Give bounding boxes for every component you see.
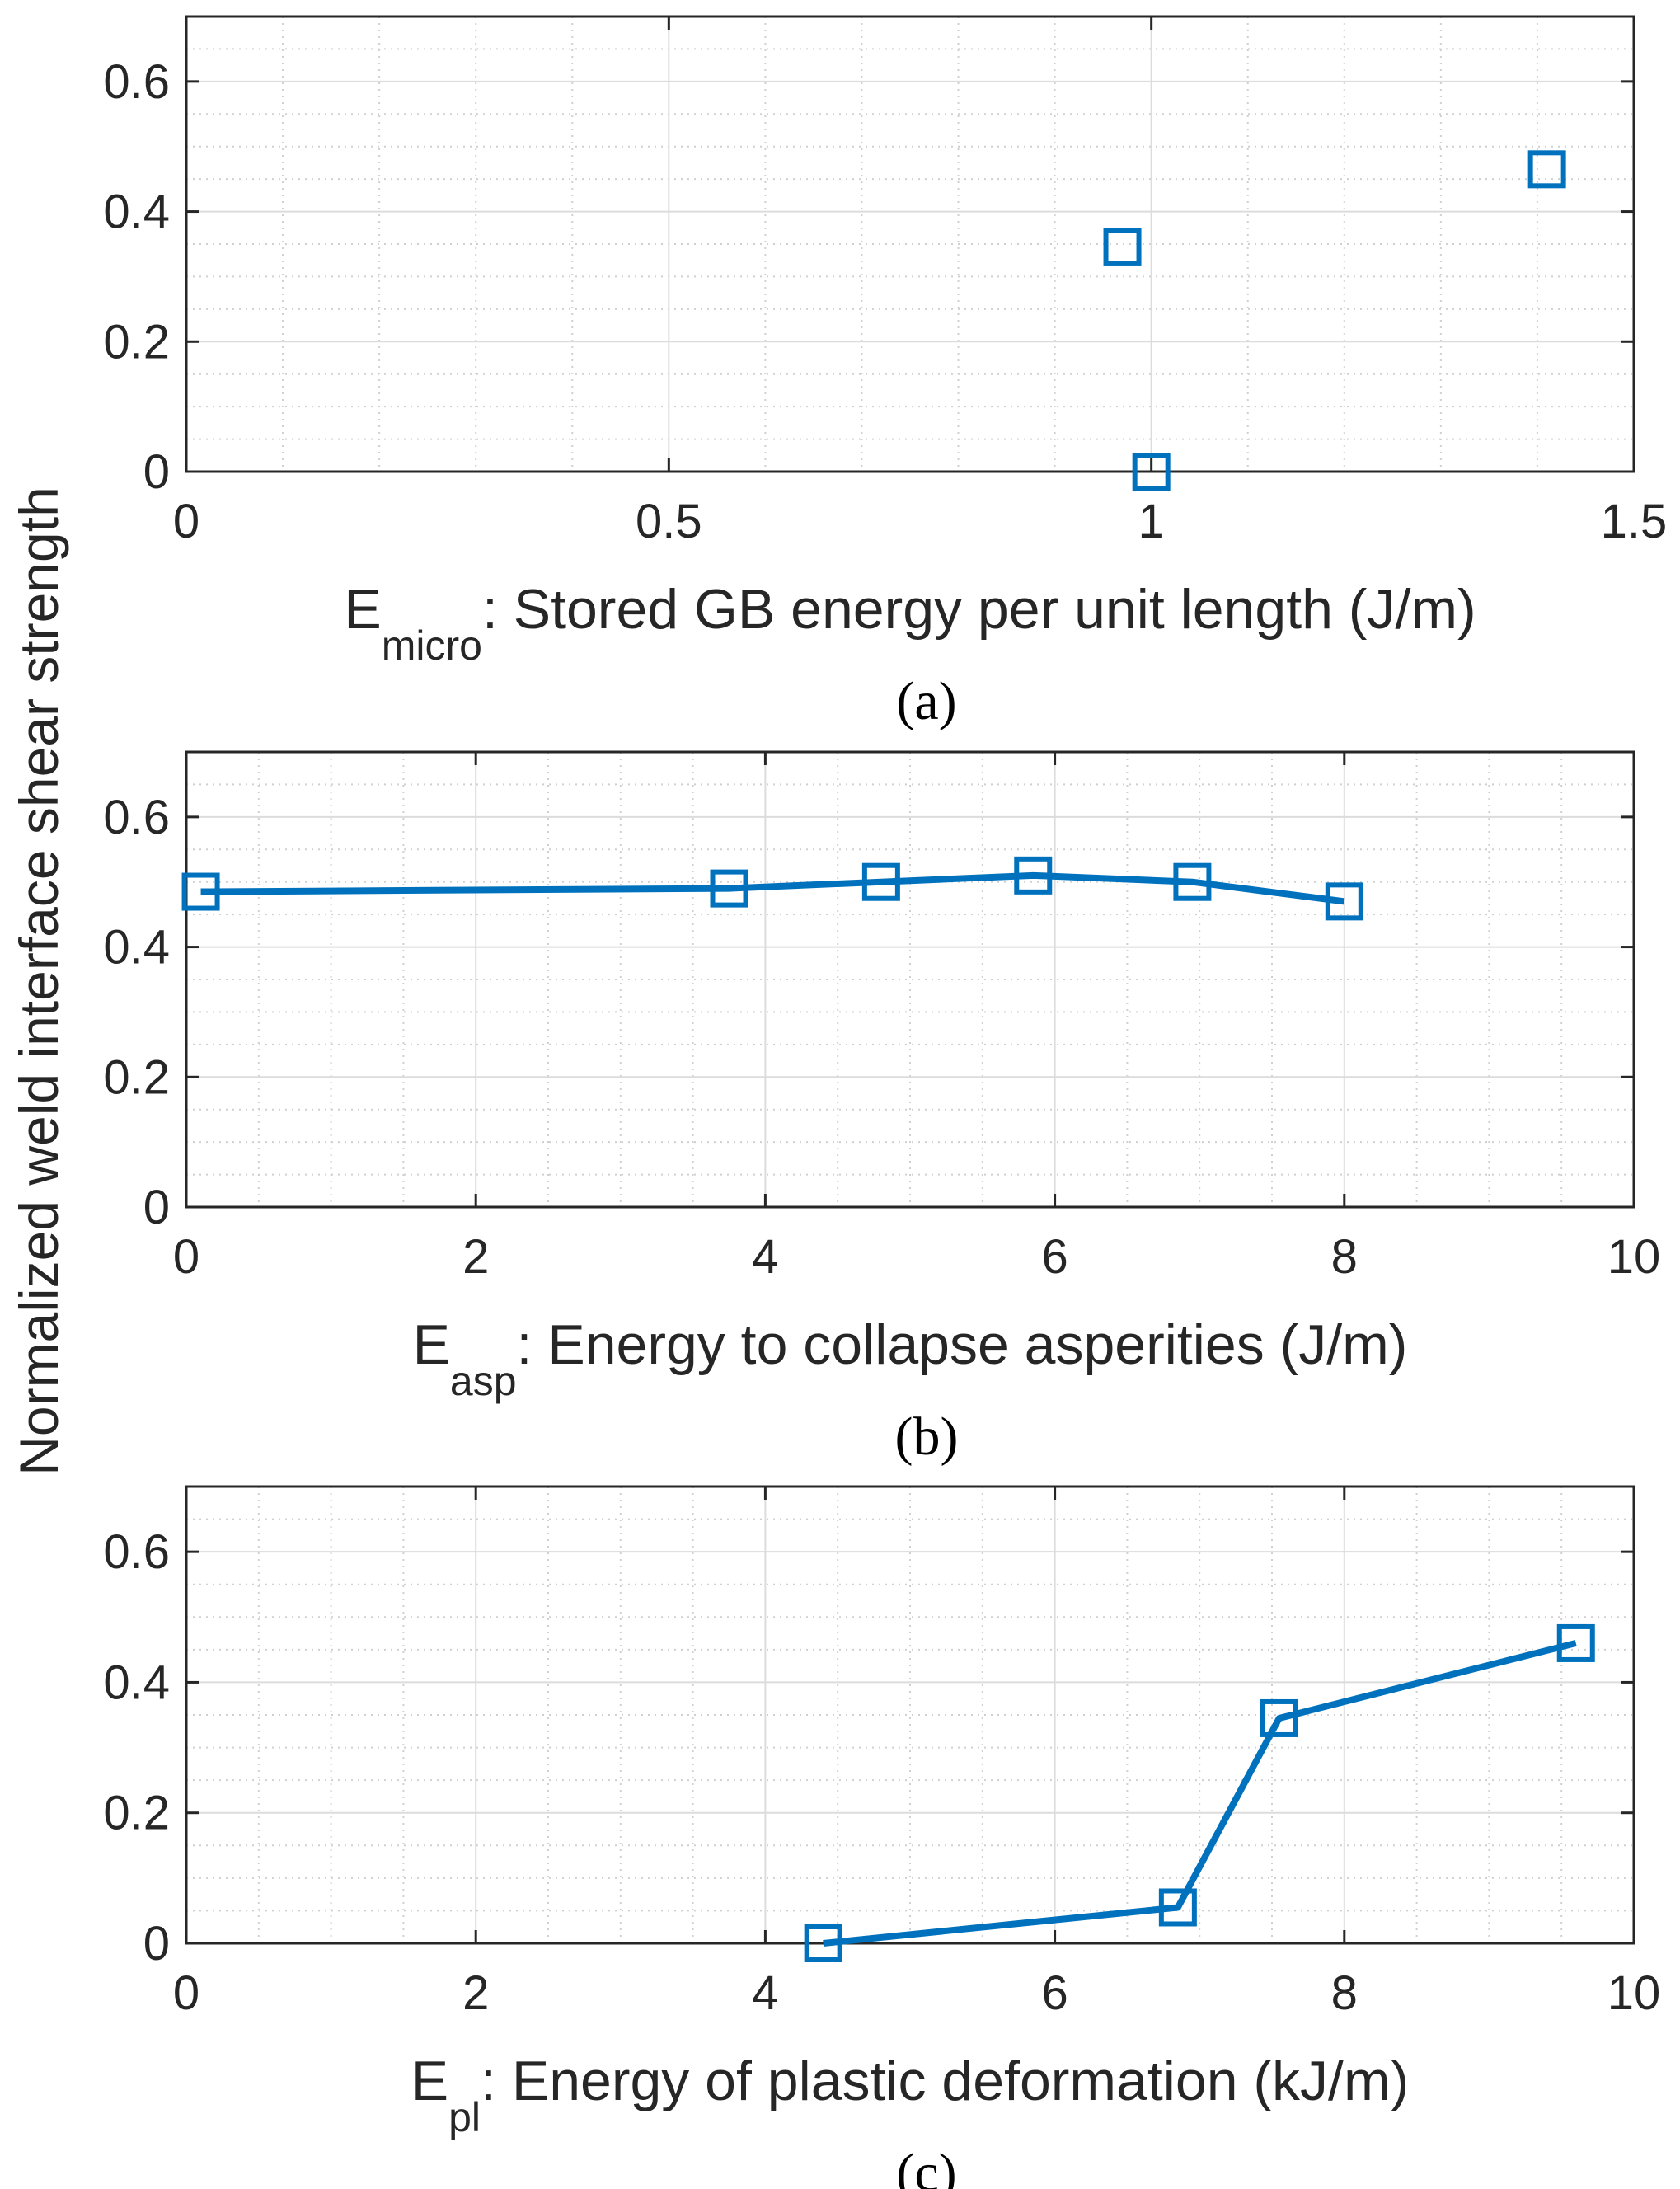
y-tick-label: 0.6 xyxy=(103,1525,170,1579)
x-tick-label: 6 xyxy=(1041,1966,1068,2020)
data-point-marker xyxy=(804,1924,842,1962)
axes-box xyxy=(185,750,1635,1209)
data-point-marker xyxy=(1158,1888,1197,1927)
y-tick-label: 0.6 xyxy=(103,55,170,109)
x-axis-label-subscript: asp xyxy=(450,1358,517,1404)
x-axis-label-symbol: E xyxy=(411,2050,448,2112)
chart-panel-a: 0 0.5 1 1.5 0 0.2 0.4 0.6 Emicro: Stored GB ener… xyxy=(103,15,1668,731)
data-point-marker xyxy=(1556,1623,1595,1662)
x-tick-label: 8 xyxy=(1331,1230,1358,1284)
data-point-marker xyxy=(1014,856,1053,895)
data-point-marker xyxy=(1260,1698,1298,1737)
y-tick-label: 0.6 xyxy=(103,791,170,844)
panel-caption: (a) xyxy=(896,671,956,731)
y-tick-label: 0 xyxy=(143,1917,170,1971)
x-tick-label: 8 xyxy=(1331,1966,1358,2020)
y-tick-label: 0.2 xyxy=(103,1050,170,1104)
data-point-marker xyxy=(861,862,900,901)
data-point-marker xyxy=(181,872,220,911)
x-tick-label: 10 xyxy=(1607,1966,1661,2020)
x-tick-label: 4 xyxy=(752,1230,778,1284)
series-line xyxy=(823,1640,1577,1947)
plot-area xyxy=(186,16,1634,472)
x-tick-label: 0 xyxy=(173,1966,199,2020)
panel-caption: (c) xyxy=(896,2143,956,2189)
plot-area xyxy=(186,1487,1634,1943)
x-axis-label-text: : Energy to collapse asperities (J/m) xyxy=(517,1313,1408,1376)
chart-panel-b: 0 2 4 6 8 10 0 0.2 0.4 0.6 Easp: Energy to collaps… xyxy=(103,750,1661,1467)
x-axis-label-subscript: pl xyxy=(448,2094,481,2140)
x-tick-label: 0.5 xyxy=(636,495,702,548)
x-tick-label: 2 xyxy=(462,1230,489,1284)
data-point-marker xyxy=(1132,453,1171,491)
data-point-marker xyxy=(1325,882,1363,921)
data-point-marker xyxy=(1103,228,1142,266)
panel-caption: (b) xyxy=(895,1407,959,1467)
x-axis-label-text: : Energy of plastic deformation (kJ/m) xyxy=(481,2050,1409,2112)
axes-box xyxy=(185,1485,1635,1945)
shared-y-axis-label: Normalized weld interface shear strength xyxy=(8,486,69,1476)
y-tick-label: 0 xyxy=(143,445,170,499)
plot-area xyxy=(186,752,1634,1207)
y-tick-label: 0 xyxy=(143,1181,170,1234)
x-axis-label-subscript: micro xyxy=(382,622,482,669)
x-tick-label: 0 xyxy=(173,1230,199,1284)
x-axis-label: Easp: Energy to collapse asperities (J/m… xyxy=(413,1313,1408,1404)
y-tick-label: 0.2 xyxy=(103,315,170,369)
x-axis-label: Emicro: Stored GB energy per unit length… xyxy=(344,578,1476,669)
x-tick-label: 4 xyxy=(752,1966,778,2020)
data-point-marker xyxy=(1527,150,1566,189)
axes-box xyxy=(185,15,1635,473)
x-axis-label-symbol: E xyxy=(413,1313,450,1376)
y-tick-label: 0.4 xyxy=(103,186,170,239)
x-tick-label: 1 xyxy=(1138,495,1165,548)
data-point-marker xyxy=(710,869,748,908)
x-tick-label: 6 xyxy=(1041,1230,1068,1284)
y-tick-label: 0.4 xyxy=(103,1656,170,1709)
x-axis-label: Epl: Energy of plastic deformation (kJ/m… xyxy=(411,2050,1409,2140)
y-tick-label: 0.4 xyxy=(103,921,170,975)
x-tick-label: 10 xyxy=(1607,1230,1661,1284)
data-point-marker xyxy=(1173,862,1212,901)
series-line xyxy=(200,871,1345,905)
y-tick-label: 0.2 xyxy=(103,1787,170,1840)
chart-panel-c: 0 2 4 6 8 10 0 0.2 0.4 0.6 Epl: Energy of plastic … xyxy=(103,1485,1661,2189)
x-tick-label: 2 xyxy=(462,1966,489,2020)
x-tick-label: 1.5 xyxy=(1601,495,1668,548)
x-axis-label-symbol: E xyxy=(344,578,381,641)
x-axis-label-text: : Stored GB energy per unit length (J/m) xyxy=(482,578,1476,641)
x-tick-label: 0 xyxy=(173,495,199,548)
